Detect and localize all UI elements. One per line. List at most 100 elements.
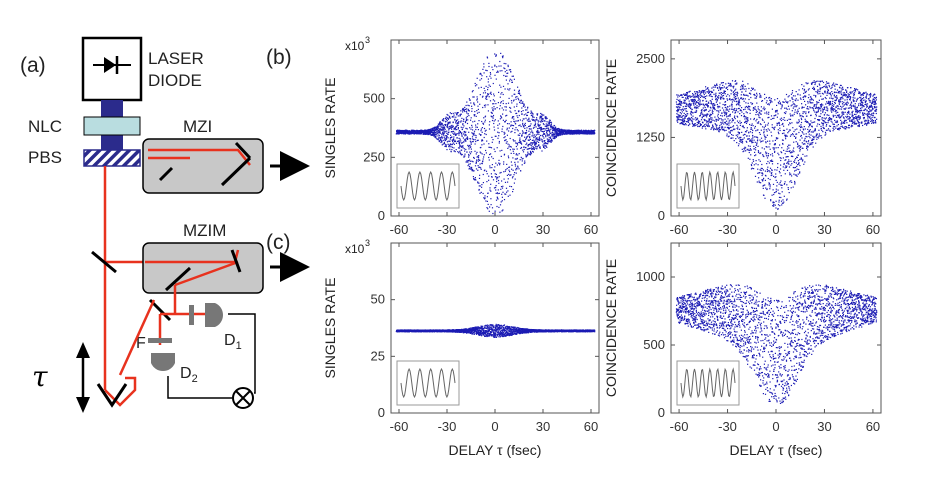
data-point — [847, 102, 849, 104]
data-point — [483, 136, 485, 139]
data-point — [718, 111, 720, 113]
data-point — [485, 96, 487, 98]
data-point — [485, 149, 487, 152]
data-point — [518, 141, 520, 144]
data-point — [541, 114, 544, 116]
data-point — [842, 103, 844, 105]
data-point — [455, 120, 457, 122]
data-point — [485, 170, 488, 172]
data-point — [797, 160, 799, 162]
data-point — [841, 101, 843, 103]
data-point — [751, 87, 753, 89]
data-point — [841, 89, 843, 91]
data-point — [520, 141, 522, 143]
data-point — [543, 123, 545, 126]
data-point — [800, 124, 802, 126]
data-point — [755, 114, 757, 116]
data-point — [820, 95, 822, 97]
data-point — [832, 97, 834, 99]
data-point — [442, 118, 444, 120]
data-point — [475, 153, 477, 155]
data-point — [757, 172, 759, 174]
data-point — [475, 135, 477, 137]
data-point — [514, 129, 516, 131]
data-point — [808, 140, 810, 142]
data-point — [681, 116, 683, 118]
data-point — [502, 185, 504, 187]
data-point — [552, 134, 554, 136]
data-point — [481, 186, 483, 188]
data-point — [555, 131, 557, 133]
data-point — [701, 91, 703, 93]
data-point — [542, 145, 545, 147]
data-point — [836, 97, 838, 99]
data-point — [806, 115, 808, 117]
data-point — [834, 119, 836, 121]
data-point — [507, 181, 509, 183]
data-point — [802, 88, 804, 90]
data-point — [489, 165, 491, 167]
data-point — [788, 160, 790, 163]
data-point — [510, 121, 512, 123]
data-point — [519, 139, 521, 141]
data-point — [834, 114, 836, 117]
data-point — [829, 97, 831, 99]
data-point — [438, 133, 440, 135]
data-point — [827, 90, 829, 92]
data-point — [750, 102, 752, 104]
data-point — [690, 107, 692, 109]
data-point — [781, 187, 783, 189]
data-point — [522, 131, 524, 133]
data-point — [838, 114, 841, 116]
data-point — [547, 141, 549, 143]
data-point — [773, 192, 776, 194]
data-point — [548, 121, 550, 123]
data-point — [782, 166, 784, 168]
data-point — [849, 120, 851, 122]
data-point — [506, 72, 508, 74]
data-point — [832, 127, 834, 129]
data-point — [834, 108, 836, 110]
data-point — [792, 186, 794, 188]
data-point — [778, 192, 780, 194]
data-point — [739, 105, 741, 107]
data-point — [816, 101, 818, 103]
data-point — [750, 124, 752, 126]
data-point — [480, 86, 482, 88]
data-point — [786, 165, 788, 167]
data-point — [751, 140, 753, 143]
data-point — [746, 127, 748, 129]
data-point — [719, 106, 721, 108]
data-point — [785, 166, 787, 168]
data-point — [811, 122, 813, 124]
data-point — [453, 147, 455, 149]
data-point — [711, 98, 713, 100]
data-point — [753, 117, 755, 120]
data-point — [849, 107, 851, 109]
data-point — [721, 119, 723, 121]
data-point — [444, 145, 446, 147]
data-point — [756, 92, 758, 94]
data-point — [473, 102, 475, 104]
data-point — [446, 135, 448, 137]
data-point — [495, 54, 497, 56]
data-point — [503, 199, 506, 201]
data-point — [710, 107, 712, 109]
data-point — [448, 115, 451, 117]
data-point — [469, 163, 471, 165]
data-point — [752, 129, 754, 132]
data-point — [516, 144, 519, 146]
data-point — [526, 142, 528, 144]
data-point — [734, 107, 736, 110]
data-point — [680, 119, 682, 121]
data-point — [441, 141, 443, 143]
data-point — [540, 129, 542, 131]
data-point — [490, 198, 492, 200]
data-point — [841, 125, 843, 127]
panel-label-c: (c) — [266, 231, 291, 254]
data-point — [502, 102, 504, 105]
data-point — [692, 100, 694, 102]
data-point — [746, 129, 748, 132]
detector-d1 — [205, 303, 223, 327]
inset-b-singles — [396, 163, 460, 209]
